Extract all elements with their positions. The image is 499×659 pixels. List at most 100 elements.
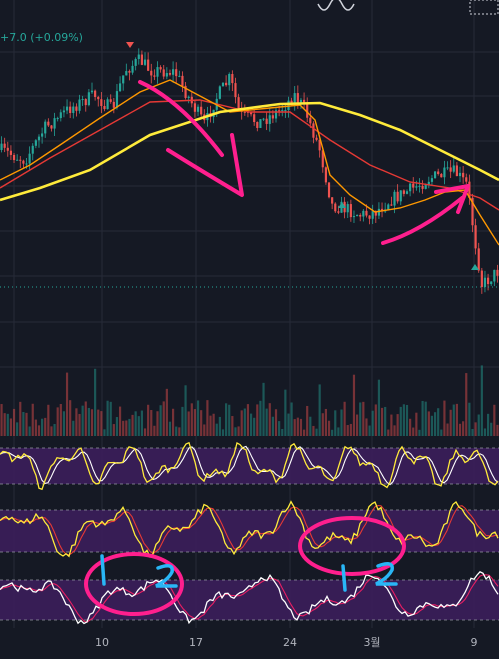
volume-bar [418,429,421,436]
volume-bar [134,411,137,436]
volume-bar [327,420,331,436]
volume-bar [318,384,321,436]
candle-body [483,277,487,287]
top-icons[interactable] [317,0,499,15]
candle-body [47,121,50,126]
candle-body [418,185,421,187]
volume-bar [259,400,262,436]
volume-bar [25,412,28,436]
candle-body [359,215,362,217]
volume-bar [427,411,430,436]
candle-body [474,225,477,249]
candle-body [477,248,480,271]
candle-body [159,67,162,70]
candle-body [243,111,246,113]
candle-body [452,165,455,172]
candle-body [246,111,250,113]
candle-body [69,106,72,113]
candle-body [430,178,434,182]
volume-bar [234,427,237,436]
x-tick-label: 9 [471,636,478,649]
candle-body [25,163,28,165]
candle-body [281,110,284,112]
volume-bar [302,429,306,436]
candle-body [443,167,446,178]
candle-body [28,153,31,164]
volume-bar [352,374,356,436]
volume-bar [446,423,449,436]
candle-body [468,181,471,198]
wave-icon[interactable] [317,0,355,11]
volume-bar [296,417,299,436]
price-change-label: +7.0 (+0.09%) [0,31,83,44]
candle-body [103,105,106,110]
volume-bar [421,400,424,436]
hand-mark-two-b [375,562,398,586]
candle-body [374,211,377,216]
volume-bar [100,411,103,436]
volume-bar [349,423,352,436]
candle-body [65,106,69,111]
candle-body [399,190,402,202]
candle-body [390,204,393,206]
volume-bar [449,409,452,436]
volume-bar [262,382,265,436]
candle-body [6,147,9,151]
volume-bar [81,405,84,436]
candle-body [97,96,100,100]
oscillator-panel-1 [0,441,499,491]
volume-bar [324,408,328,436]
volume-bar [480,365,483,436]
candle-body [137,54,140,60]
volume-bar [465,373,468,436]
candle-body [274,110,278,119]
osc2-fast-line [0,500,499,558]
volume-bar [443,400,446,436]
candle-body [287,100,290,111]
volume-bar [159,405,162,436]
volume-bar [253,417,256,436]
volume-bar [0,404,3,436]
volume-bar [309,416,312,436]
candle-body [153,75,156,77]
volume-bar [122,420,125,436]
grid-lines [0,0,499,628]
candle-body [433,171,437,179]
volume-bar [387,429,390,436]
volume-bar [90,409,94,436]
osc2-slow-line [0,504,499,556]
volume-bar [468,402,471,436]
candle-body [299,99,303,103]
candle-body [37,136,41,141]
candle-body [225,82,228,86]
candle-body [12,154,16,161]
candle-body [480,270,483,287]
candle-body [90,90,94,93]
candle-body [421,185,424,189]
volume-bar [84,401,87,436]
volume-bar [31,403,34,436]
volume-bar [65,372,69,436]
volume-bar [97,409,100,436]
volume-bar [178,427,181,436]
candle-body [402,190,405,194]
volume-bar [19,401,22,436]
volume-bar [399,406,402,436]
hand-mark-one-a [100,554,106,586]
x-tick-label: 17 [189,636,203,649]
volume-bar [150,410,153,436]
candle-body [94,90,97,97]
volume-bar [187,411,190,436]
volume-bar [346,425,349,436]
candle-body [365,210,368,216]
candle-body [471,197,474,226]
volume-bar [44,417,47,436]
candle-body [371,211,374,219]
candle-body [262,118,265,120]
candle-body [147,59,150,71]
candle-body [396,191,399,202]
volume-bar [331,429,334,436]
dotted-box-icon[interactable] [469,0,499,15]
volume-bar [171,408,175,436]
candle-body [128,71,131,73]
